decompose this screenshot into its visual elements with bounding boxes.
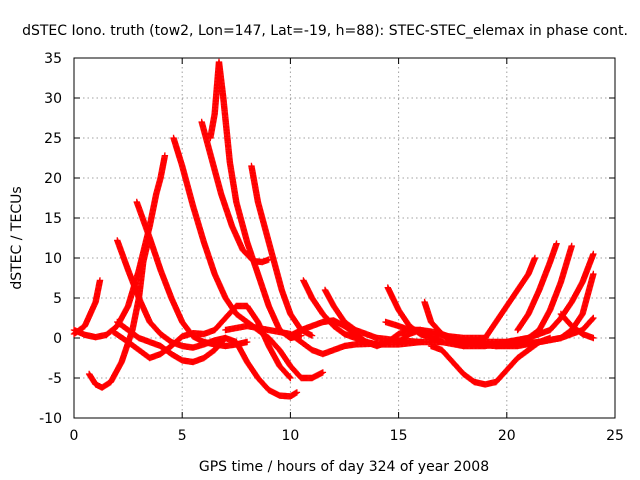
y-axis-label: dSTEC / TECUs [9,186,25,289]
data-point [531,254,539,262]
y-tick-label: 15 [44,211,62,227]
data-point [96,277,104,284]
data-markers [70,58,597,400]
x-tick-label: 10 [281,428,299,444]
chart-title: dSTEC Iono. truth (tow2, Lon=147, Lat=-1… [22,23,628,39]
series-arc-3 [85,240,151,391]
series-arc-22 [514,240,560,334]
series-arc-15 [287,317,424,350]
data-point [590,270,597,278]
y-tick-label: -10 [39,411,62,427]
x-tick-label: 5 [178,428,187,444]
data-point [298,332,305,339]
data-point [553,240,560,247]
y-tick-label: 35 [44,51,62,67]
series-arc-27 [557,310,597,342]
series-arc-6 [170,134,327,382]
y-tick-label: -5 [48,371,62,387]
series-arc-14 [321,286,424,346]
grid [74,58,615,418]
series-arc-26 [449,314,597,350]
y-tick-label: 20 [44,171,62,187]
data-point [590,250,597,258]
y-tick-label: 0 [53,331,62,347]
data-point [568,242,575,250]
series-arc-21 [481,254,539,342]
data-point [308,332,316,339]
y-tick-label: 25 [44,131,62,147]
axis-tick-labels: 0 5 10 15 20 25 -10 -5 0 5 10 15 20 25 30 35 [39,51,624,444]
data-point [417,338,424,346]
x-tick-label: 25 [606,428,624,444]
data-point [161,152,169,159]
y-tick-label: 10 [44,251,62,267]
series-arc-24 [503,250,597,346]
x-tick-label: 0 [70,428,79,444]
data-point [293,389,301,396]
y-tick-label: 5 [53,291,62,307]
series-arc-7 [198,118,272,266]
data-point [287,374,294,382]
series-arc-9 [248,162,316,339]
data-point [286,373,293,381]
series-arc-11 [114,318,301,400]
data-point [590,314,597,322]
plot-frame [73,57,616,419]
series-arc-1 [70,277,104,338]
x-axis-label: GPS time / hours of day 324 of year 2008 [199,459,489,475]
data-point [243,338,251,346]
axis-ticks [73,57,616,419]
y-tick-label: 30 [44,91,62,107]
data-point [590,334,597,342]
data-point [589,315,596,323]
data-point [319,369,327,376]
x-tick-label: 15 [390,428,408,444]
x-tick-label: 20 [498,428,516,444]
